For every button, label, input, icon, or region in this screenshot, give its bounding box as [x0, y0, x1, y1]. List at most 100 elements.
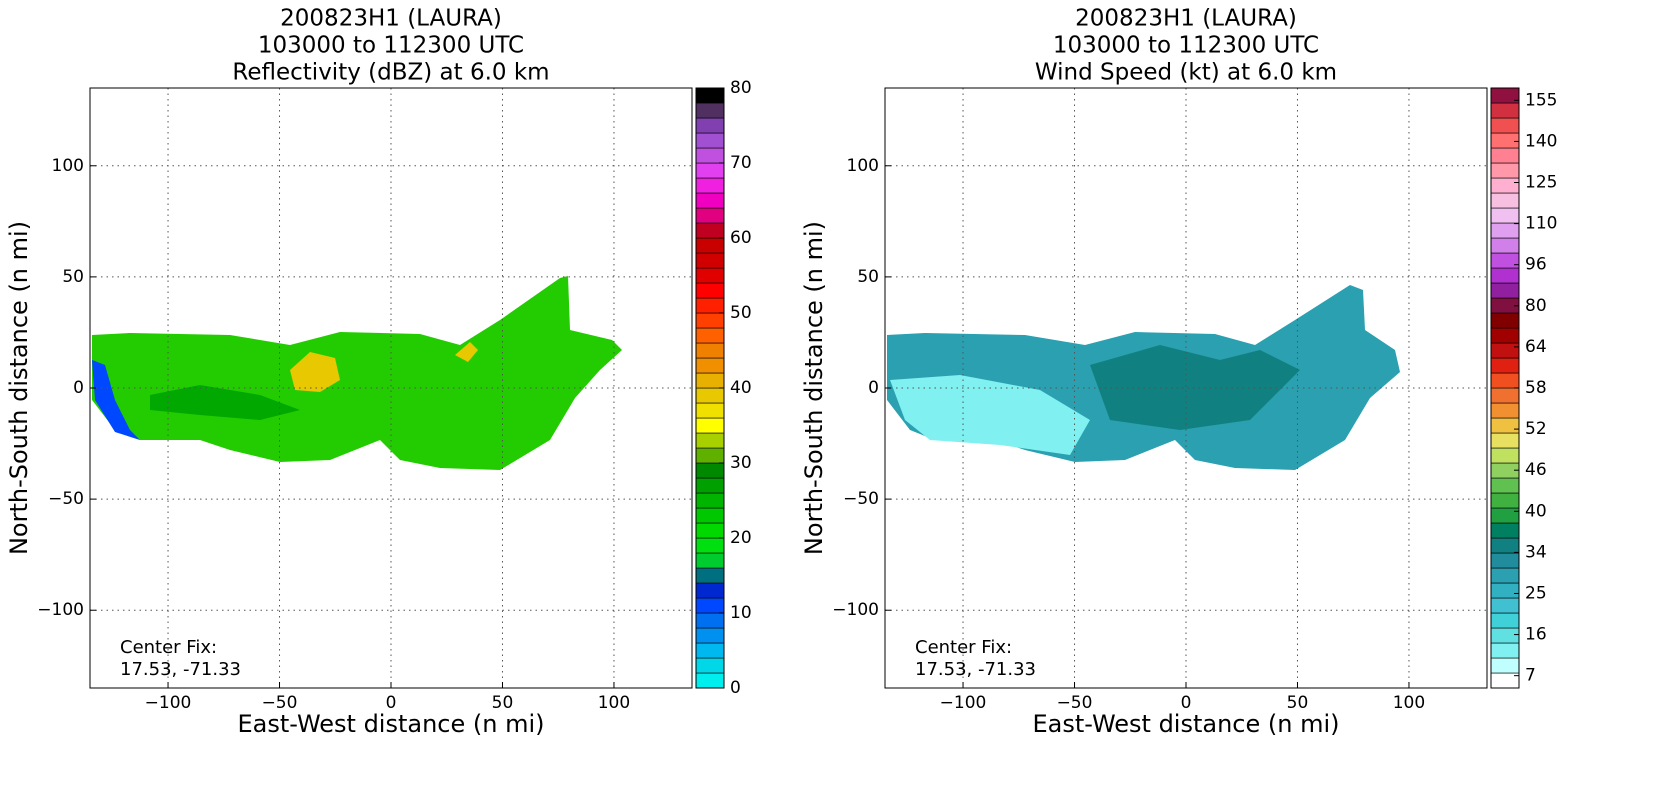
colorbar-swatch	[1490, 402, 1520, 419]
colorbar-tick-label: 10	[730, 603, 752, 623]
colorbar-swatch	[695, 132, 725, 149]
chart-title: 200823H1 (LAURA)	[1075, 6, 1297, 32]
colorbar-tick-label: 155	[1525, 90, 1557, 110]
colorbar-swatch	[1490, 492, 1520, 509]
colorbar-swatch	[1490, 132, 1520, 149]
field-right	[887, 285, 1400, 470]
annotation: Center Fix:	[120, 637, 217, 658]
colorbar-tick-label: 52	[1525, 419, 1547, 439]
colorbar-swatch	[695, 147, 725, 164]
colorbar-swatch	[695, 252, 725, 269]
colorbar-swatch	[1490, 342, 1520, 359]
y-tick-label: −100	[832, 600, 879, 620]
echo-region	[92, 276, 622, 470]
colorbar-swatch	[695, 657, 725, 674]
colorbar-swatch	[1490, 507, 1520, 524]
colorbar-swatch	[1490, 582, 1520, 599]
colorbar-swatch	[1490, 642, 1520, 659]
chart-title: 200823H1 (LAURA)	[280, 6, 502, 32]
colorbar-swatch	[1490, 612, 1520, 629]
colorbar-swatch	[695, 462, 725, 479]
colorbar-tick-label: 80	[730, 78, 752, 98]
colorbar-swatch	[1490, 282, 1520, 299]
colorbar-swatch	[1490, 207, 1520, 224]
chart-title: Reflectivity (dBZ) at 6.0 km	[232, 60, 549, 86]
x-tick-label: 50	[1287, 693, 1309, 713]
x-tick-label: −50	[1057, 693, 1093, 713]
colorbar-swatch	[695, 177, 725, 194]
colorbar-tick-label: 140	[1525, 131, 1557, 151]
colorbar-swatch	[695, 327, 725, 344]
x-axis-label: East-West distance (n mi)	[237, 710, 544, 738]
x-tick-label: −100	[145, 693, 192, 713]
plot-frame	[884, 87, 1488, 689]
colorbar-swatch	[1490, 357, 1520, 374]
x-tick-label: 0	[386, 693, 397, 713]
colorbar-swatch	[695, 492, 725, 509]
colorbar-tick-label: 80	[1525, 296, 1547, 316]
colorbar-tick-label: 0	[730, 678, 741, 698]
colorbar-swatch	[1490, 327, 1520, 344]
colorbar-swatch	[695, 507, 725, 524]
echo-core	[150, 385, 300, 420]
y-tick-label: −50	[843, 489, 879, 509]
colorbar-swatch	[695, 597, 725, 614]
echo-weak	[92, 360, 140, 440]
colorbar-swatch	[1490, 147, 1520, 164]
colorbar-swatch	[1490, 267, 1520, 284]
colorbar-swatch	[695, 162, 725, 179]
annotation: 17.53, -71.33	[120, 659, 241, 680]
colorbar-swatch	[695, 447, 725, 464]
colorbar-swatch	[1490, 222, 1520, 239]
colorbar-swatch	[1490, 177, 1520, 194]
colorbar-swatch	[1490, 312, 1520, 329]
colorbar-swatch	[695, 267, 725, 284]
colorbar-swatch	[695, 357, 725, 374]
chart-title: Wind Speed (kt) at 6.0 km	[1035, 60, 1337, 86]
colorbar-tick-label: 7	[1525, 666, 1536, 686]
colorbar-tick-label: 34	[1525, 542, 1547, 562]
colorbar-tick-label: 64	[1525, 337, 1547, 357]
colorbar-swatch	[1490, 657, 1520, 674]
colorbar-tick-label: 16	[1525, 625, 1547, 645]
colorbar-tick-label: 58	[1525, 378, 1547, 398]
echo-high	[455, 342, 478, 362]
y-axis-label: North-South distance (n mi)	[800, 221, 828, 555]
colorbar-swatch	[695, 207, 725, 224]
wind-low	[890, 375, 1090, 455]
y-axis-label: North-South distance (n mi)	[5, 221, 33, 555]
colorbar-swatch	[1490, 252, 1520, 269]
colorbar-swatch	[695, 537, 725, 554]
chart-title: 103000 to 112300 UTC	[1053, 33, 1319, 59]
x-tick-label: 100	[598, 693, 630, 713]
colorbar-swatch	[695, 552, 725, 569]
colorbar-tick-label: 60	[730, 228, 752, 248]
colorbar-swatch	[695, 627, 725, 644]
colorbar-tick-label: 25	[1525, 583, 1547, 603]
colorbar-swatch	[1490, 447, 1520, 464]
colorbar-swatch	[695, 312, 725, 329]
colorbar-swatch	[695, 222, 725, 239]
colorbar-swatch	[695, 297, 725, 314]
colorbar-tick-label: 40	[730, 378, 752, 398]
echo-high	[290, 352, 340, 392]
colorbar-swatch	[695, 522, 725, 539]
colorbar-swatch	[1490, 387, 1520, 404]
colorbar-swatch	[1490, 522, 1520, 539]
colorbar-tick-label: 70	[730, 153, 752, 173]
x-tick-label: 50	[492, 693, 514, 713]
colorbar-swatch	[1490, 597, 1520, 614]
colorbar-swatch	[1490, 627, 1520, 644]
colorbar-swatch	[1490, 537, 1520, 554]
colorbar-swatch	[695, 477, 725, 494]
colorbar-swatch	[695, 402, 725, 419]
colorbar-swatch	[1490, 567, 1520, 584]
colorbar-swatch	[695, 282, 725, 299]
plot-frame	[89, 87, 693, 689]
x-axis-label: East-West distance (n mi)	[1032, 710, 1339, 738]
colorbar-tick-label: 125	[1525, 173, 1557, 193]
colorbar-tick-label: 110	[1525, 214, 1557, 234]
annotation: 17.53, -71.33	[915, 659, 1036, 680]
colorbar-swatch	[695, 432, 725, 449]
